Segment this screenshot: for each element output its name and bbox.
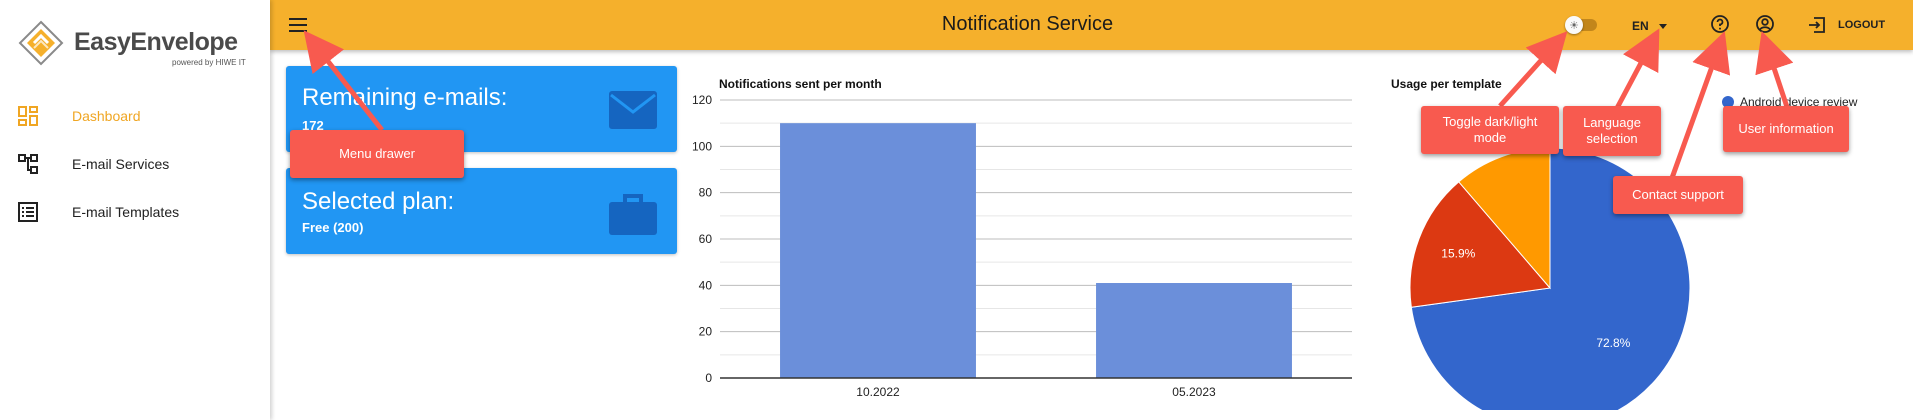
bar-chart: 0 20 40 60 80 100 120 10.2022 05.2023 (692, 93, 1352, 399)
y-tick-label: 20 (699, 325, 713, 339)
caret-down-icon (1658, 23, 1667, 29)
sidebar: EasyEnvelope powered by HIWE IT Dashboar… (0, 0, 270, 420)
y-tick-label: 60 (699, 232, 713, 246)
bar-chart-title: Notifications sent per month (719, 77, 882, 91)
y-tick-label: 100 (692, 139, 712, 153)
sidebar-item-label: Dashboard (72, 108, 141, 124)
y-tick-label: 80 (699, 186, 713, 200)
callout-user-info: User information (1723, 106, 1849, 152)
pie-slice-label: 15.9% (1441, 246, 1475, 260)
logo[interactable]: EasyEnvelope powered by HIWE IT (18, 18, 258, 70)
bar-05.2023 (1096, 283, 1292, 378)
callout-menu-drawer: Menu drawer (290, 130, 464, 178)
sidebar-item-email-templates[interactable]: E-mail Templates (0, 192, 270, 232)
card-value: Free (200) (302, 220, 364, 235)
language-value: EN (1632, 19, 1649, 33)
card-title: Remaining e-mails: (302, 84, 508, 111)
pie-chart-title: Usage per template (1391, 77, 1502, 91)
logo-name: EasyEnvelope (74, 28, 238, 56)
logout-button[interactable]: LOGOUT (1808, 14, 1885, 36)
selected-plan-card: Selected plan: Free (200) (286, 168, 677, 254)
dashboard-icon (18, 106, 38, 126)
card-title: Selected plan: (302, 188, 455, 215)
sidebar-item-dashboard[interactable]: Dashboard (0, 96, 270, 136)
callout-language: Language selection (1563, 106, 1661, 156)
pie-slice-label: 72.8% (1596, 336, 1630, 350)
help-icon[interactable] (1710, 14, 1730, 34)
briefcase-icon (609, 194, 657, 235)
theme-toggle[interactable]: ☀ (1565, 16, 1599, 34)
y-tick-label: 40 (699, 278, 713, 292)
x-tick-label: 05.2023 (1172, 385, 1216, 399)
x-tick-label: 10.2022 (856, 385, 900, 399)
sun-icon: ☀ (1565, 16, 1583, 34)
language-select[interactable]: EN (1632, 16, 1676, 36)
bar-10.2022 (780, 123, 976, 378)
logo-tagline: powered by HIWE IT (172, 58, 246, 67)
callout-contact-support: Contact support (1613, 176, 1743, 214)
services-tree-icon (18, 154, 38, 174)
sidebar-item-label: E-mail Templates (72, 204, 180, 220)
page-title: Notification Service (941, 13, 1114, 35)
y-tick-label: 120 (692, 93, 712, 107)
pie-slice-1 (1409, 181, 1551, 308)
callout-toggle-mode: Toggle dark/light mode (1421, 106, 1559, 154)
sidebar-item-label: E-mail Services (72, 156, 170, 172)
logout-icon (1809, 17, 1825, 33)
envelope-icon (609, 91, 657, 129)
app-header: Notification Service ☀ EN LOGOUT (270, 0, 1913, 50)
y-tick-label: 0 (705, 371, 712, 385)
logout-label: LOGOUT (1838, 19, 1886, 31)
logo-mark-icon (18, 20, 64, 66)
account-icon[interactable] (1755, 14, 1775, 34)
legend-swatch (1722, 96, 1734, 108)
list-icon (18, 202, 38, 222)
sidebar-item-email-services[interactable]: E-mail Services (0, 144, 270, 184)
